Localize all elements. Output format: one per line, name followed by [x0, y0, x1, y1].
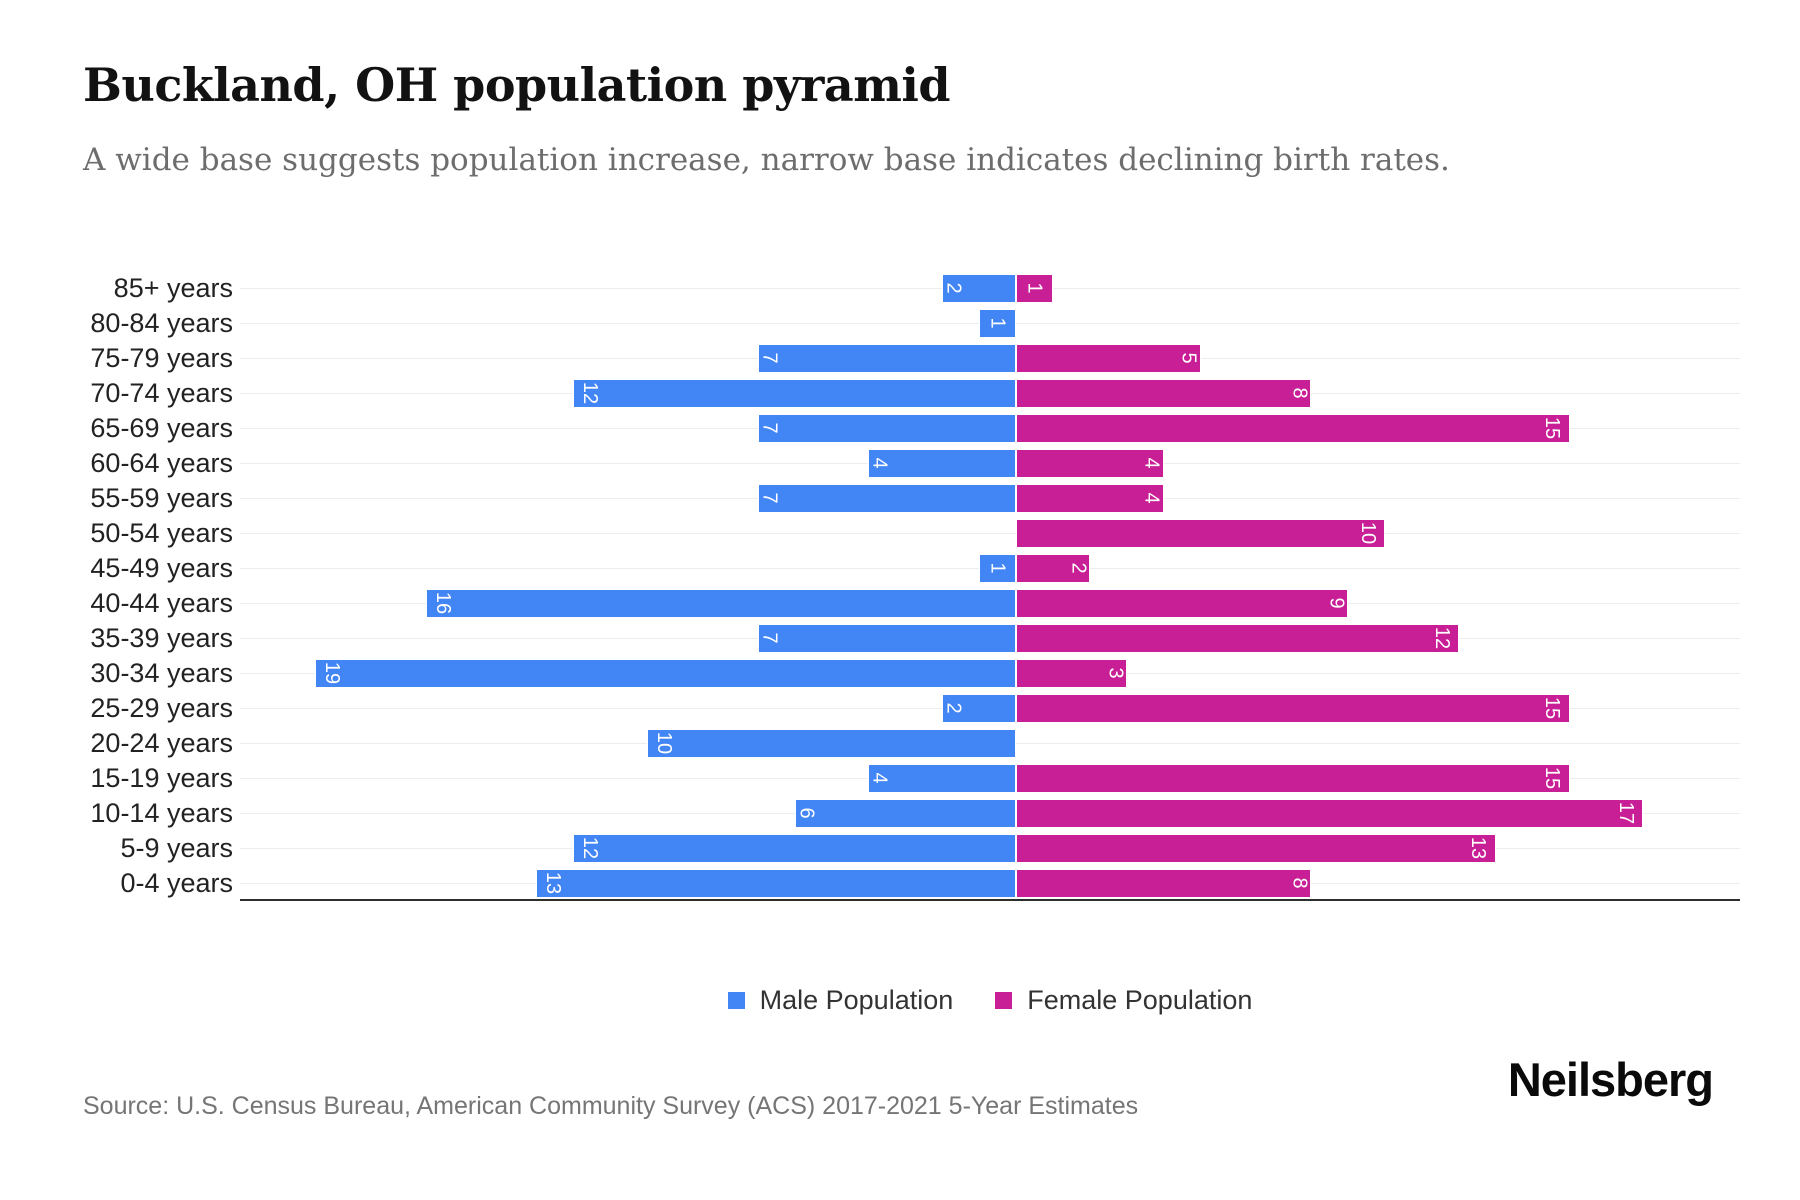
- male-population-bar-0-4-years[interactable]: 13: [536, 868, 1016, 898]
- bar-value-label: 19: [321, 661, 344, 685]
- y-axis-label-55-59-years: 55-59 years: [90, 482, 233, 513]
- male-population-bar-65-69-years[interactable]: 7: [757, 413, 1016, 443]
- bar-value-label: 16: [431, 591, 454, 615]
- legend-label: Female Population: [1027, 984, 1253, 1015]
- y-axis-label-65-69-years: 65-69 years: [90, 412, 233, 443]
- female-population-bar-40-44-years[interactable]: 9: [1016, 588, 1349, 618]
- bar-value-label: 10: [1356, 521, 1379, 545]
- y-axis-label-25-29-years: 25-29 years: [90, 692, 233, 723]
- bar-value-label: 5: [1177, 352, 1200, 364]
- bar-value-label: 9: [1325, 597, 1348, 609]
- male-population-bar-35-39-years[interactable]: 7: [757, 623, 1016, 653]
- legend-item-male-population: Male Population: [727, 984, 954, 1016]
- bar-value-label: 7: [758, 492, 781, 504]
- bar-value-label: 8: [1288, 877, 1311, 889]
- bar-value-label: 2: [942, 702, 965, 714]
- bar-value-label: 2: [1067, 562, 1090, 574]
- neilsberg-logo: Neilsberg: [1507, 1053, 1714, 1106]
- female-population-bar-75-79-years[interactable]: 5: [1016, 343, 1201, 373]
- female-population-bar-30-34-years[interactable]: 3: [1016, 658, 1127, 688]
- bar-value-label: 4: [868, 772, 891, 784]
- bar-value-label: 1: [1023, 282, 1046, 294]
- y-axis-label-60-64-years: 60-64 years: [90, 447, 233, 478]
- y-axis-label-70-74-years: 70-74 years: [90, 377, 233, 408]
- y-axis-label-20-24-years: 20-24 years: [90, 727, 233, 758]
- bar-value-label: 12: [579, 381, 602, 405]
- bar-value-label: 2: [942, 282, 965, 294]
- legend-label: Male Population: [759, 984, 954, 1015]
- bar-value-label: 7: [758, 352, 781, 364]
- bar-value-label: 1: [986, 317, 1009, 329]
- y-axis-label-30-34-years: 30-34 years: [90, 657, 233, 688]
- female-population-bar-85-years[interactable]: 1: [1016, 273, 1053, 303]
- male-population-bar-85-years[interactable]: 2: [942, 273, 1016, 303]
- female-population-bar-65-69-years[interactable]: 15: [1016, 413, 1570, 443]
- female-population-bar-0-4-years[interactable]: 8: [1016, 868, 1312, 898]
- legend: Male Population Female Population: [240, 982, 1740, 1018]
- female-population-bar-10-14-years[interactable]: 17: [1016, 798, 1644, 828]
- male-population-bar-60-64-years[interactable]: 4: [868, 448, 1016, 478]
- male-population-bar-55-59-years[interactable]: 7: [757, 483, 1016, 513]
- y-axis-label-0-4-years: 0-4 years: [120, 867, 233, 898]
- bar-value-label: 15: [1541, 766, 1564, 790]
- male-population-bar-15-19-years[interactable]: 4: [868, 763, 1016, 793]
- bar-value-label: 4: [868, 457, 891, 469]
- male-population-bar-45-49-years[interactable]: 1: [979, 553, 1016, 583]
- bar-value-label: 4: [1141, 457, 1164, 469]
- female-population-bar-60-64-years[interactable]: 4: [1016, 448, 1164, 478]
- female-population-bar-50-54-years[interactable]: 10: [1016, 518, 1385, 548]
- female-population-bar-35-39-years[interactable]: 12: [1016, 623, 1459, 653]
- male-population-bar-5-9-years[interactable]: 12: [573, 833, 1016, 863]
- bar-value-label: 13: [1467, 836, 1490, 860]
- female-population-bar-70-74-years[interactable]: 8: [1016, 378, 1312, 408]
- female-population-bar-5-9-years[interactable]: 13: [1016, 833, 1496, 863]
- x-axis-baseline: [240, 899, 1740, 901]
- bar-value-label: 12: [579, 836, 602, 860]
- y-axis-label-45-49-years: 45-49 years: [90, 552, 233, 583]
- gridline: [240, 533, 1740, 534]
- female-population-bar-45-49-years[interactable]: 2: [1016, 553, 1090, 583]
- y-axis-label-35-39-years: 35-39 years: [90, 622, 233, 653]
- y-axis-label-80-84-years: 80-84 years: [90, 307, 233, 338]
- y-axis-label-50-54-years: 50-54 years: [90, 517, 233, 548]
- chart-subtitle: A wide base suggests population increase…: [83, 142, 1450, 178]
- bar-value-label: 7: [758, 632, 781, 644]
- source-attribution: Source: U.S. Census Bureau, American Com…: [83, 1092, 1139, 1120]
- bar-value-label: 6: [795, 807, 818, 819]
- bar-value-label: 10: [653, 731, 676, 755]
- chart-title: Buckland, OH population pyramid: [83, 58, 951, 112]
- male-population-bar-70-74-years[interactable]: 12: [573, 378, 1016, 408]
- bar-value-label: 17: [1615, 801, 1638, 825]
- bar-value-label: 15: [1541, 696, 1564, 720]
- male-population-swatch-icon: [727, 991, 745, 1009]
- bar-value-label: 4: [1141, 492, 1164, 504]
- bar-value-label: 3: [1104, 667, 1127, 679]
- female-population-bar-15-19-years[interactable]: 15: [1016, 763, 1570, 793]
- female-population-swatch-icon: [995, 991, 1013, 1009]
- female-population-bar-55-59-years[interactable]: 4: [1016, 483, 1164, 513]
- y-axis-label-10-14-years: 10-14 years: [90, 797, 233, 828]
- male-population-bar-40-44-years[interactable]: 16: [425, 588, 1016, 618]
- bar-value-label: 7: [758, 422, 781, 434]
- male-population-bar-80-84-years[interactable]: 1: [979, 308, 1016, 338]
- y-axis-label-15-19-years: 15-19 years: [90, 762, 233, 793]
- male-population-bar-25-29-years[interactable]: 2: [942, 693, 1016, 723]
- bar-value-label: 12: [1430, 626, 1453, 650]
- male-population-bar-10-14-years[interactable]: 6: [794, 798, 1016, 828]
- y-axis-label-85-years: 85+ years: [113, 272, 233, 303]
- y-axis-label-5-9-years: 5-9 years: [120, 832, 233, 863]
- y-axis-label-40-44-years: 40-44 years: [90, 587, 233, 618]
- bar-value-label: 1: [986, 562, 1009, 574]
- male-population-bar-30-34-years[interactable]: 19: [314, 658, 1016, 688]
- female-population-bar-25-29-years[interactable]: 15: [1016, 693, 1570, 723]
- bar-value-label: 13: [542, 871, 565, 895]
- legend-item-female-population: Female Population: [995, 985, 1252, 1016]
- y-axis-label-75-79-years: 75-79 years: [90, 342, 233, 373]
- male-population-bar-75-79-years[interactable]: 7: [757, 343, 1016, 373]
- bar-value-label: 15: [1541, 416, 1564, 440]
- bar-value-label: 8: [1288, 387, 1311, 399]
- male-population-bar-20-24-years[interactable]: 10: [647, 728, 1016, 758]
